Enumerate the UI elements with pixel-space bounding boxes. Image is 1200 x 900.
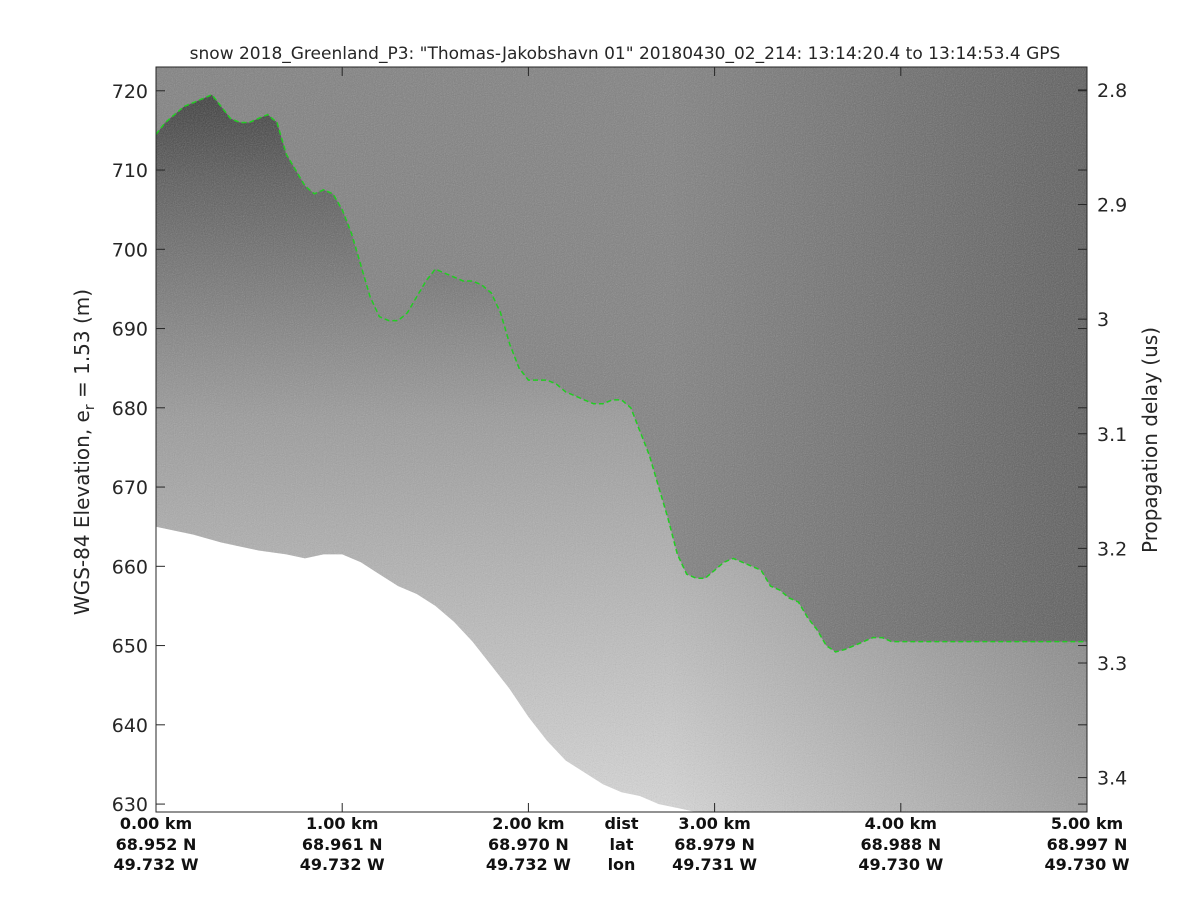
x-tick-dist: 2.00 km [492,814,565,833]
x-tick-dist: 5.00 km [1050,814,1124,833]
x-tick-lon: 49.732 W [299,855,385,874]
y-right-tick-label: 3 [1097,309,1109,331]
y-left-tick-label: 630 [112,794,148,816]
y-right-tick-label: 2.8 [1097,80,1127,102]
x-tick-lon: 49.731 W [672,855,758,874]
axes-box [155,66,1088,813]
x-tick-lon: 49.732 W [485,855,571,874]
x-tick-lon: 49.730 W [1044,855,1130,874]
x-tick-lat: 68.979 N [674,834,755,854]
x-tick-dist: dist [604,814,639,833]
y-axis-left-label: WGS-84 Elevation, er = 1.53 (m) [70,289,98,615]
y-left-tick-label: 690 [112,319,148,341]
y-right-tick-label: 3.3 [1097,653,1127,675]
left-y-axis: 630 640 650 660 670 680 690 700 710 720 [112,81,1087,816]
x-tick-legend: dist lat lon [562,814,682,876]
y-axis-left-label-subscript: r [82,404,98,411]
y-axis-left-label-main: WGS-84 Elevation, e [70,410,94,616]
x-tick-dist: 0.00 km [119,814,193,833]
x-tick-label: 2.00 km 68.970 N 49.732 W [468,814,588,876]
x-tick-lat: 68.952 N [115,834,197,854]
y-right-tick-label: 2.9 [1097,195,1127,217]
y-right-tick-label: 3.2 [1097,538,1127,560]
x-tick-lon: 49.730 W [858,855,944,874]
x-tick-lat: lat [609,834,634,854]
y-left-tick-label: 710 [112,160,148,182]
y-left-tick-label: 670 [112,477,148,499]
x-tick-dist: 3.00 km [678,814,751,833]
x-tick-dist: 1.00 km [306,814,379,833]
y-left-tick-label: 680 [112,398,148,420]
x-tick-label: 5.00 km 68.997 N 49.730 W [1027,814,1147,876]
y-axis-left-label-tail: = 1.53 (m) [70,288,94,405]
x-tick-label: 3.00 km 68.979 N 49.731 W [655,814,775,876]
x-tick-dist: 4.00 km [864,814,937,833]
x-tick-lat: 68.970 N [488,834,569,854]
y-left-tick-label: 720 [112,81,148,103]
x-tick-lat: 68.961 N [301,834,383,854]
x-tick-label: 4.00 km 68.988 N 49.730 W [841,814,961,876]
no-data-region [156,526,715,812]
x-tick-label: 1.00 km 68.961 N 49.732 W [282,814,402,876]
y-right-tick-label: 3.4 [1097,768,1127,790]
x-axis [155,67,1088,812]
x-tick-lat: 68.988 N [860,834,942,854]
y-left-tick-label: 650 [112,636,148,658]
chart-title: snow 2018_Greenland_P3: "Thomas-Jakobsha… [189,44,1061,64]
y-left-tick-label: 700 [112,239,148,261]
x-tick-lat: 68.997 N [1046,834,1128,854]
y-left-tick-label: 640 [112,715,148,737]
x-tick-label: 0.00 km 68.952 N 49.732 W [96,814,216,876]
right-y-axis: 2.8 2.9 3 3.1 3.2 3.3 3.4 [1078,80,1127,790]
y-right-tick-label: 3.1 [1097,424,1127,446]
y-axis-right-label: Propagation delay (us) [1138,326,1162,554]
x-tick-lon: 49.732 W [113,855,199,874]
y-left-tick-label: 660 [112,556,148,578]
x-tick-lon: lon [607,855,636,874]
